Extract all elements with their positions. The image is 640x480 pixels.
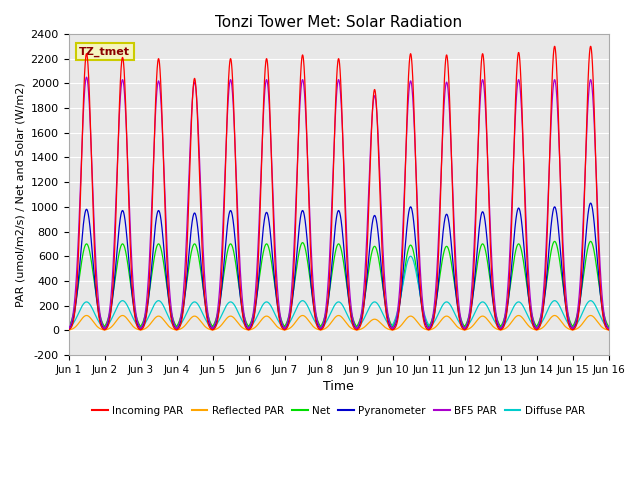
Reflected PAR (175, 327, 182, 333)
Pyranometer (65, 326, 72, 332)
Pyranometer (603, 324, 611, 329)
Pyranometer (267, 234, 275, 240)
Pyranometer (461, 326, 468, 332)
Legend: Incoming PAR, Reflected PAR, Net, Pyranometer, BF5 PAR, Diffuse PAR: Incoming PAR, Reflected PAR, Net, Pyrano… (88, 402, 589, 420)
BF5 PAR (180, 279, 188, 285)
Reflected PAR (83, 312, 90, 318)
Diffuse PAR (603, 324, 611, 329)
BF5 PAR (413, 196, 421, 202)
Reflected PAR (65, 327, 72, 333)
BF5 PAR (65, 325, 72, 331)
Incoming PAR (603, 326, 611, 332)
BF5 PAR (353, 325, 360, 331)
Line: Pyranometer: Pyranometer (68, 203, 609, 329)
BF5 PAR (603, 323, 611, 328)
Net (605, 324, 612, 329)
Diffuse PAR (267, 303, 275, 309)
Line: Diffuse PAR: Diffuse PAR (68, 256, 609, 328)
Pyranometer (605, 326, 612, 332)
Reflected PAR (413, 319, 421, 324)
Diffuse PAR (175, 324, 182, 330)
Incoming PAR (180, 299, 188, 304)
Diffuse PAR (407, 253, 415, 259)
Reflected PAR (267, 316, 275, 322)
Diffuse PAR (605, 325, 612, 331)
Diffuse PAR (490, 317, 497, 323)
Incoming PAR (65, 327, 72, 333)
Title: Tonzi Tower Met: Solar Radiation: Tonzi Tower Met: Solar Radiation (215, 15, 462, 30)
Line: Net: Net (68, 241, 609, 326)
Diffuse PAR (180, 316, 188, 322)
Pyranometer (587, 200, 595, 206)
Reflected PAR (605, 327, 612, 333)
BF5 PAR (83, 74, 90, 80)
Incoming PAR (388, 327, 396, 333)
Reflected PAR (603, 327, 611, 333)
Incoming PAR (413, 205, 421, 211)
BF5 PAR (175, 323, 182, 328)
Reflected PAR (490, 324, 498, 330)
Pyranometer (175, 324, 182, 330)
Line: Reflected PAR: Reflected PAR (68, 315, 609, 330)
Net (413, 270, 421, 276)
Net (180, 298, 188, 303)
Reflected PAR (180, 324, 188, 329)
Net (388, 324, 396, 329)
Incoming PAR (587, 43, 595, 49)
BF5 PAR (490, 290, 498, 296)
Y-axis label: PAR (umol/m2/s) / Net and Solar (W/m2): PAR (umol/m2/s) / Net and Solar (W/m2) (15, 82, 25, 307)
Diffuse PAR (65, 325, 72, 331)
Net (175, 321, 182, 326)
Pyranometer (413, 256, 421, 262)
BF5 PAR (605, 325, 612, 331)
Net (490, 301, 497, 307)
Line: Incoming PAR: Incoming PAR (68, 46, 609, 330)
Net (587, 239, 595, 244)
Net (65, 324, 72, 329)
Incoming PAR (267, 133, 275, 139)
BF5 PAR (267, 135, 275, 141)
Diffuse PAR (413, 274, 421, 280)
Reflected PAR (388, 327, 396, 333)
Pyranometer (490, 305, 497, 311)
Incoming PAR (605, 327, 612, 333)
Net (267, 254, 275, 260)
Text: TZ_tmet: TZ_tmet (79, 47, 131, 57)
Line: BF5 PAR: BF5 PAR (68, 77, 609, 328)
Pyranometer (180, 300, 188, 306)
Net (603, 320, 611, 326)
Incoming PAR (490, 303, 497, 309)
X-axis label: Time: Time (323, 380, 354, 393)
Incoming PAR (175, 326, 182, 332)
